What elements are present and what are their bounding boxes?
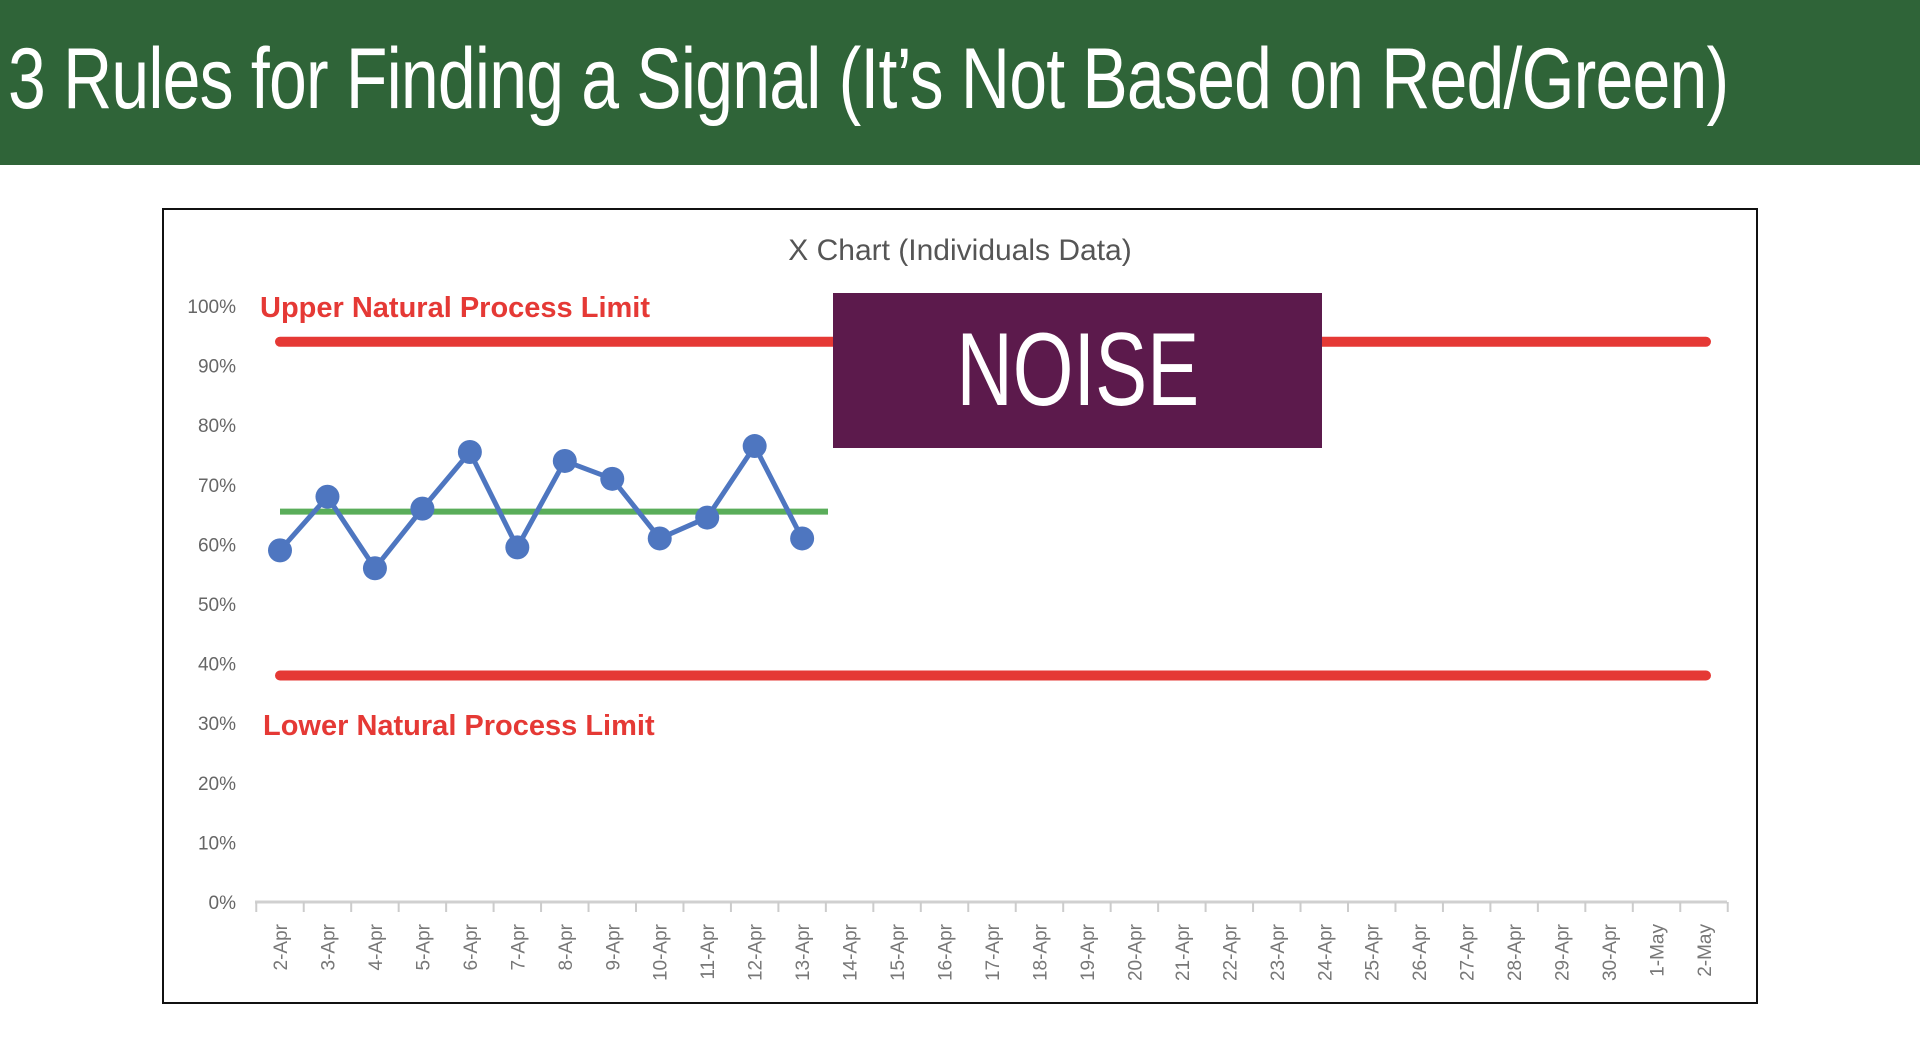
page-title: 3 Rules for Finding a Signal (It’s Not B…: [8, 31, 1729, 127]
data-point: [505, 535, 530, 560]
data-point: [600, 466, 625, 491]
series-line: [278, 441, 805, 573]
y-tick-label: 40%: [198, 655, 236, 676]
data-point: [315, 484, 340, 509]
x-tick-label: 3-Apr: [318, 923, 339, 970]
chart-frame: [162, 208, 1758, 1004]
chart-title: X Chart (Individuals Data): [788, 234, 1131, 267]
data-point: [457, 440, 482, 465]
title-banner: 3 Rules for Finding a Signal (It’s Not B…: [0, 0, 1920, 165]
lower-limit-label: Lower Natural Process Limit: [263, 710, 655, 742]
data-point: [647, 526, 672, 551]
data-point: [742, 434, 767, 459]
y-tick-label: 20%: [198, 774, 236, 795]
data-point: [268, 538, 292, 563]
x-tick-label: 7-Apr: [508, 923, 529, 970]
x-tick-label: 23-Apr: [1268, 923, 1289, 981]
y-tick-label: 0%: [209, 893, 237, 914]
x-tick-label: 2-Apr: [271, 923, 292, 970]
x-tick-label: 26-Apr: [1410, 923, 1431, 981]
x-tick-label: 12-Apr: [746, 923, 767, 981]
y-tick-label: 70%: [198, 476, 236, 497]
x-tick-label: 18-Apr: [1030, 923, 1051, 981]
data-point: [695, 505, 720, 530]
upper-limit-label: Upper Natural Process Limit: [260, 292, 650, 324]
y-tick-label: 30%: [198, 714, 236, 735]
x-tick-label: 8-Apr: [556, 923, 577, 970]
x-tick-label: 29-Apr: [1553, 923, 1574, 981]
x-tick-label: 6-Apr: [461, 923, 482, 970]
noise-text: NOISE: [956, 312, 1199, 428]
y-tick-label: 100%: [187, 297, 236, 318]
data-point: [410, 496, 435, 521]
x-tick-label: 24-Apr: [1315, 923, 1336, 981]
y-tick-label: 90%: [198, 357, 236, 378]
data-point: [552, 448, 577, 473]
x-tick-label: 10-Apr: [651, 923, 672, 981]
x-tick-label: 5-Apr: [413, 923, 434, 970]
x-tick-label: 17-Apr: [983, 923, 1004, 981]
x-tick-label: 1-May: [1648, 924, 1669, 977]
x-tick-label: 20-Apr: [1125, 923, 1146, 981]
x-tick-label: 30-Apr: [1600, 923, 1621, 981]
x-tick-label: 16-Apr: [936, 923, 957, 981]
x-tick-label: 15-Apr: [888, 923, 909, 981]
x-tick-label: 27-Apr: [1458, 923, 1479, 981]
y-tick-label: 10%: [198, 833, 236, 854]
y-tick-label: 50%: [198, 595, 236, 616]
x-tick-label: 25-Apr: [1363, 923, 1384, 981]
y-tick-label: 60%: [198, 535, 236, 556]
y-tick-label: 80%: [198, 416, 236, 437]
x-tick-label: 22-Apr: [1220, 923, 1241, 981]
noise-label: NOISE: [833, 293, 1322, 448]
x-tick-label: 14-Apr: [841, 923, 862, 981]
x-tick-label: 19-Apr: [1078, 923, 1099, 981]
x-tick-label: 13-Apr: [793, 923, 814, 981]
x-tick-label: 11-Apr: [698, 923, 719, 979]
x-tick-label: 21-Apr: [1173, 923, 1194, 981]
x-tick-label: 28-Apr: [1505, 923, 1526, 981]
x-tick-label: 9-Apr: [603, 923, 624, 970]
x-tick-label: 4-Apr: [366, 923, 387, 970]
data-point: [362, 556, 387, 581]
data-point: [790, 526, 815, 551]
x-tick-label: 2-May: [1695, 924, 1716, 977]
